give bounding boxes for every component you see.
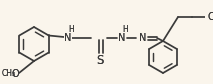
Text: H: H — [68, 26, 74, 35]
Text: S: S — [96, 54, 104, 67]
Text: N: N — [64, 33, 72, 43]
Text: N: N — [139, 33, 147, 43]
Text: H: H — [122, 26, 128, 35]
Text: S: S — [96, 54, 104, 67]
Text: Cl: Cl — [207, 12, 213, 22]
Text: N: N — [139, 33, 147, 43]
Text: H: H — [68, 26, 74, 35]
Text: N: N — [64, 33, 72, 43]
Bar — [95, 56, 105, 64]
Text: N: N — [118, 33, 126, 43]
Text: H: H — [122, 26, 128, 35]
Text: N: N — [118, 33, 126, 43]
Bar — [205, 13, 213, 21]
Bar — [0, 70, 14, 78]
Text: CH₃: CH₃ — [1, 69, 16, 79]
Bar — [64, 34, 72, 42]
Bar — [139, 34, 147, 42]
Bar — [118, 34, 126, 42]
Text: O: O — [11, 69, 19, 79]
Text: Cl: Cl — [207, 12, 213, 22]
Bar — [11, 70, 19, 78]
Text: CH₃: CH₃ — [1, 69, 16, 79]
Text: O: O — [11, 69, 19, 79]
